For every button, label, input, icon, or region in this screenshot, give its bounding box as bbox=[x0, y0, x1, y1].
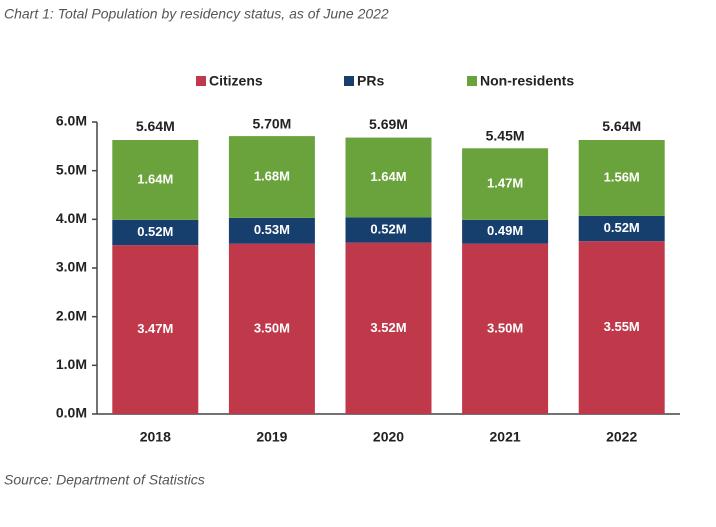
y-tick-label: 4.0M bbox=[56, 210, 87, 226]
bar-segment bbox=[462, 243, 549, 414]
legend-label: Non-residents bbox=[480, 73, 574, 89]
y-tick-label: 5.0M bbox=[56, 161, 87, 177]
segment-label: 3.55M bbox=[604, 319, 640, 334]
x-tick-label: 2019 bbox=[256, 429, 287, 445]
bar-segment bbox=[345, 242, 432, 414]
segment-label: 0.52M bbox=[604, 220, 640, 235]
x-tick-label: 2022 bbox=[606, 429, 637, 445]
segment-label: 1.47M bbox=[487, 175, 523, 190]
bar-segment bbox=[228, 217, 315, 244]
source-note: Source: Department of Statistics bbox=[4, 472, 205, 488]
segment-label: 0.52M bbox=[137, 224, 173, 239]
segment-label: 3.50M bbox=[487, 320, 523, 335]
legend-swatch bbox=[467, 76, 477, 86]
x-tick-label: 2018 bbox=[140, 429, 171, 445]
legend-label: Citizens bbox=[209, 73, 263, 89]
segment-label: 0.49M bbox=[487, 223, 523, 238]
segment-label: 3.50M bbox=[254, 320, 290, 335]
bar-segment bbox=[462, 219, 549, 244]
bar-segment bbox=[112, 219, 199, 246]
bar-segment bbox=[578, 140, 665, 216]
segment-label: 1.68M bbox=[254, 168, 290, 183]
bar-segment bbox=[578, 241, 665, 414]
chart-title: Chart 1: Total Population by residency s… bbox=[4, 6, 389, 22]
bar-segment bbox=[228, 136, 315, 218]
bar-segment bbox=[345, 137, 432, 218]
segment-label: 0.53M bbox=[254, 222, 290, 237]
y-tick-label: 6.0M bbox=[56, 113, 87, 129]
segment-label: 1.64M bbox=[137, 171, 173, 186]
y-tick-label: 0.0M bbox=[56, 405, 87, 421]
x-tick-label: 2021 bbox=[490, 429, 521, 445]
bar-segment bbox=[345, 217, 432, 243]
segment-label: 1.56M bbox=[604, 169, 640, 184]
y-tick-label: 2.0M bbox=[56, 307, 87, 323]
total-label: 5.64M bbox=[136, 118, 175, 134]
total-label: 5.70M bbox=[252, 115, 291, 131]
total-label: 5.69M bbox=[369, 116, 408, 132]
segment-label: 3.52M bbox=[370, 320, 406, 335]
bar-segment bbox=[112, 140, 199, 220]
y-tick-label: 1.0M bbox=[56, 356, 87, 372]
legend-label: PRs bbox=[357, 73, 384, 89]
total-label: 5.45M bbox=[486, 127, 525, 143]
legend-swatch bbox=[344, 76, 354, 86]
legend-swatch bbox=[196, 76, 206, 86]
segment-label: 1.64M bbox=[370, 169, 406, 184]
bar-segment bbox=[228, 243, 315, 414]
x-tick-label: 2020 bbox=[373, 429, 404, 445]
bar-segment bbox=[462, 148, 549, 220]
bar-segment bbox=[112, 245, 199, 414]
total-label: 5.64M bbox=[602, 118, 641, 134]
segment-label: 3.47M bbox=[137, 321, 173, 336]
y-tick-label: 3.0M bbox=[56, 259, 87, 275]
segment-label: 0.52M bbox=[370, 221, 406, 236]
bar-segment bbox=[578, 215, 665, 242]
